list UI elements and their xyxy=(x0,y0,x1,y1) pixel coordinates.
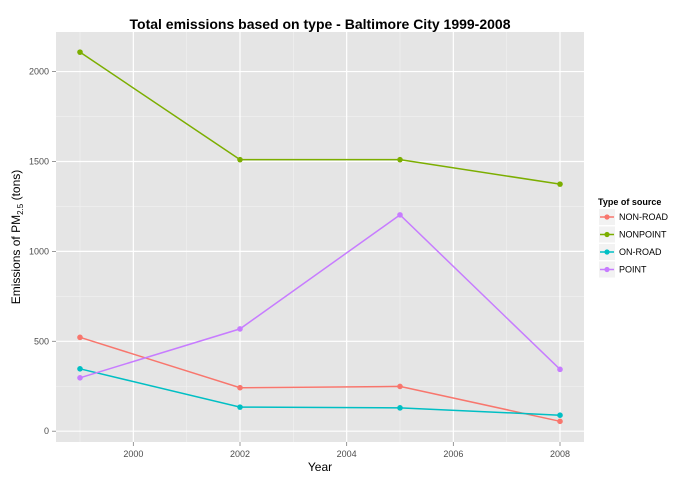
series-line-point xyxy=(79,213,561,379)
plot-panel xyxy=(56,32,584,442)
data-point-on-road xyxy=(237,404,243,410)
legend-label-point: POINT xyxy=(619,265,647,275)
legend-key-point xyxy=(604,214,610,220)
y-tick-label: 2000 xyxy=(29,67,49,77)
legend-label-nonpoint: NONPOINT xyxy=(619,230,667,240)
x-tick-label: 2002 xyxy=(230,449,250,459)
series-lines xyxy=(79,51,561,423)
series-line-non-road xyxy=(79,336,561,423)
legend-items: NON-ROAD NONPOINT ON-ROAD POINT xyxy=(599,209,668,278)
data-point-point xyxy=(557,366,563,373)
y-axis-ticks: 0 500 1000 1500 2000 xyxy=(29,67,56,436)
y-tick-label: 1000 xyxy=(29,246,49,256)
data-point-point xyxy=(77,375,83,381)
legend-key-on-road xyxy=(599,244,615,260)
chart-title: Total emissions based on type - Baltimor… xyxy=(130,16,511,32)
legend-key-nonpoint xyxy=(599,226,615,243)
data-point-on-road xyxy=(557,412,563,419)
data-point-point xyxy=(237,326,243,332)
y-axis-title-subscript: 2.5 xyxy=(16,203,25,215)
series-line-nonpoint xyxy=(79,51,561,185)
x-tick-label: 2000 xyxy=(123,449,143,459)
data-point-nonpoint xyxy=(557,181,563,187)
legend: Type of source NON-ROAD NONPOINT ON-ROAD PO… xyxy=(598,197,668,278)
data-point-nonpoint xyxy=(77,49,83,55)
x-tick-label: 2008 xyxy=(550,449,570,459)
x-tick-label: 2004 xyxy=(337,449,357,459)
major-gridlines xyxy=(56,32,584,442)
y-axis-title-suffix: (tons) xyxy=(9,170,23,204)
series-line-on-road xyxy=(79,368,561,416)
x-axis-title: Year xyxy=(308,460,332,474)
legend-key-point xyxy=(604,249,610,255)
data-point-point xyxy=(397,212,403,218)
y-axis-title: Emissions of PM2.5 (tons) xyxy=(9,170,25,305)
y-axis-title-prefix: Emissions of PM xyxy=(9,215,23,304)
minor-gridlines xyxy=(56,32,584,442)
legend-key-non-road xyxy=(599,209,615,225)
y-tick-label: 0 xyxy=(44,426,49,436)
legend-key-point xyxy=(604,231,610,238)
legend-key-point xyxy=(604,266,610,273)
data-point-non-road xyxy=(397,383,403,390)
series-points xyxy=(77,49,563,425)
legend-title: Type of source xyxy=(598,197,661,207)
data-point-non-road xyxy=(557,418,563,425)
data-point-non-road xyxy=(237,384,243,391)
y-tick-label: 500 xyxy=(34,336,49,346)
x-tick-label: 2006 xyxy=(443,449,463,459)
legend-label-non-road: NON-ROAD xyxy=(619,212,668,222)
data-point-on-road xyxy=(77,366,83,372)
legend-label-on-road: ON-ROAD xyxy=(619,247,662,257)
data-point-non-road xyxy=(77,334,83,341)
data-point-on-road xyxy=(397,405,403,411)
x-axis-ticks: 2000 2002 2004 2006 2008 xyxy=(123,442,570,459)
legend-key-point xyxy=(599,261,615,278)
data-point-nonpoint xyxy=(397,156,403,163)
y-tick-label: 1500 xyxy=(29,156,49,166)
data-point-nonpoint xyxy=(237,156,243,163)
